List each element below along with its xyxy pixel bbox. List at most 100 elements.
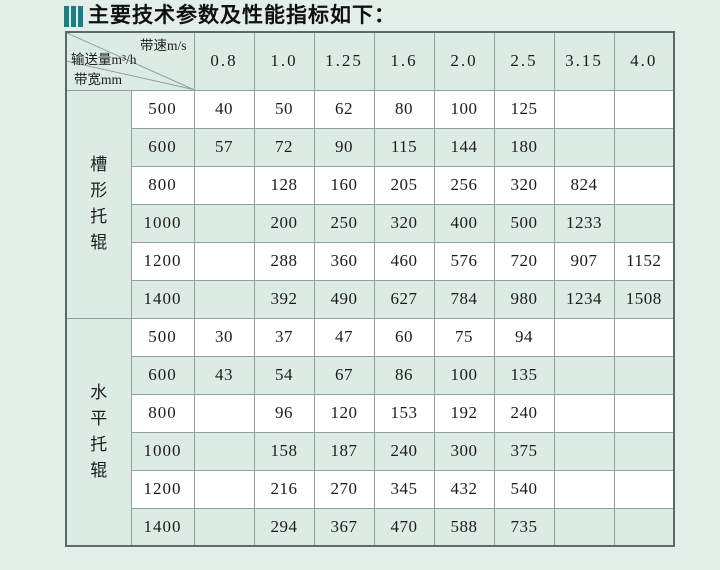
- value-cell: [613, 89, 675, 129]
- value-cell: 824: [553, 165, 615, 205]
- value-cell: 256: [433, 165, 495, 205]
- value-cell: 37: [253, 317, 315, 357]
- value-cell: [193, 165, 255, 205]
- value-cell: 160: [313, 165, 375, 205]
- value-cell: [613, 431, 675, 471]
- value-cell: 43: [193, 355, 255, 395]
- speed-header-1.0: 1.0: [253, 31, 315, 91]
- value-cell: [613, 507, 675, 547]
- value-cell: 540: [493, 469, 555, 509]
- value-cell: 320: [373, 203, 435, 243]
- value-cell: 128: [253, 165, 315, 205]
- belt-width-cell: 800: [130, 165, 195, 205]
- table-row: 1000 158 187 240 300 375: [66, 431, 675, 471]
- value-cell: 86: [373, 355, 435, 395]
- value-cell: 392: [253, 279, 315, 319]
- group-label-1: 水 平 托 辊: [65, 317, 132, 547]
- value-cell: 627: [373, 279, 435, 319]
- value-cell: 588: [433, 507, 495, 547]
- value-cell: 153: [373, 393, 435, 433]
- value-cell: [613, 203, 675, 243]
- value-cell: 300: [433, 431, 495, 471]
- value-cell: 75: [433, 317, 495, 357]
- value-cell: 180: [493, 127, 555, 167]
- value-cell: 270: [313, 469, 375, 509]
- value-cell: 735: [493, 507, 555, 547]
- value-cell: 240: [373, 431, 435, 471]
- value-cell: 100: [433, 89, 495, 129]
- value-cell: [613, 165, 675, 205]
- table-row: 1200 288 360 460 576 720 907 1152: [66, 241, 675, 281]
- corner-label-belt-width: 带宽mm: [74, 71, 123, 87]
- diagonal-lines-icon: [67, 33, 194, 90]
- value-cell: 54: [253, 355, 315, 395]
- belt-width-cell: 600: [130, 355, 195, 395]
- value-cell: 135: [493, 355, 555, 395]
- value-cell: [613, 317, 675, 357]
- value-cell: [613, 127, 675, 167]
- value-cell: 907: [553, 241, 615, 281]
- value-cell: 367: [313, 507, 375, 547]
- value-cell: [193, 469, 255, 509]
- value-cell: 432: [433, 469, 495, 509]
- value-cell: [553, 469, 615, 509]
- table-row: 800 96 120 153 192 240: [66, 393, 675, 433]
- corner-label-belt-speed: 带速m/s: [139, 38, 187, 53]
- value-cell: 115: [373, 127, 435, 167]
- value-cell: [553, 355, 615, 395]
- value-cell: 470: [373, 507, 435, 547]
- value-cell: 80: [373, 89, 435, 129]
- value-cell: [193, 241, 255, 281]
- belt-width-cell: 1200: [130, 469, 195, 509]
- value-cell: 320: [493, 165, 555, 205]
- value-cell: 205: [373, 165, 435, 205]
- value-cell: [193, 507, 255, 547]
- value-cell: 490: [313, 279, 375, 319]
- value-cell: 125: [493, 89, 555, 129]
- value-cell: 94: [493, 317, 555, 357]
- group-label-0: 槽 形 托 辊: [65, 89, 132, 319]
- value-cell: [553, 317, 615, 357]
- value-cell: 40: [193, 89, 255, 129]
- belt-width-cell: 1200: [130, 241, 195, 281]
- value-cell: 460: [373, 241, 435, 281]
- value-cell: 100: [433, 355, 495, 395]
- value-cell: 288: [253, 241, 315, 281]
- diagonal-corner-cell: 带速m/s 输送量m³/h 带宽mm: [65, 31, 195, 91]
- value-cell: 375: [493, 431, 555, 471]
- value-cell: [613, 469, 675, 509]
- value-cell: 30: [193, 317, 255, 357]
- value-cell: 216: [253, 469, 315, 509]
- belt-width-cell: 1000: [130, 203, 195, 243]
- speed-header-4.0: 4.0: [613, 31, 675, 91]
- value-cell: 500: [493, 203, 555, 243]
- value-cell: [613, 355, 675, 395]
- value-cell: 200: [253, 203, 315, 243]
- value-cell: 72: [253, 127, 315, 167]
- value-cell: [553, 507, 615, 547]
- value-cell: [553, 431, 615, 471]
- value-cell: 47: [313, 317, 375, 357]
- spec-parameters-table: 带速m/s 输送量m³/h 带宽mm 0.8 1.0 1.25 1.6 2.0 2.5 3.…: [65, 31, 675, 547]
- value-cell: 1508: [613, 279, 675, 319]
- value-cell: 158: [253, 431, 315, 471]
- value-cell: [553, 89, 615, 129]
- table-row: 1400 392 490 627 784 980 1234 1508: [66, 279, 675, 319]
- value-cell: 1233: [553, 203, 615, 243]
- table-row: 1400 294 367 470 588 735: [66, 507, 675, 547]
- speed-header-2.0: 2.0: [433, 31, 495, 91]
- value-cell: 294: [253, 507, 315, 547]
- table-row: 600 43 54 67 86 100 135: [66, 355, 675, 395]
- value-cell: 90: [313, 127, 375, 167]
- value-cell: 1234: [553, 279, 615, 319]
- speed-header-2.5: 2.5: [493, 31, 555, 91]
- value-cell: 192: [433, 393, 495, 433]
- value-cell: 60: [373, 317, 435, 357]
- value-cell: 67: [313, 355, 375, 395]
- value-cell: 720: [493, 241, 555, 281]
- belt-width-cell: 1000: [130, 431, 195, 471]
- value-cell: 784: [433, 279, 495, 319]
- belt-width-cell: 1400: [130, 507, 195, 547]
- table-row: 600 57 72 90 115 144 180: [66, 127, 675, 167]
